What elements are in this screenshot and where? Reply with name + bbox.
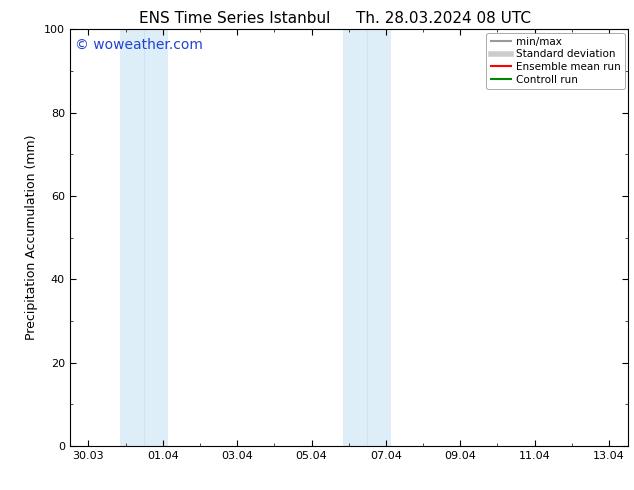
Bar [343, 29, 367, 446]
Text: Th. 28.03.2024 08 UTC: Th. 28.03.2024 08 UTC [356, 11, 531, 26]
Bar [120, 29, 144, 446]
Text: © woweather.com: © woweather.com [75, 38, 203, 52]
Bar [144, 29, 168, 446]
Legend: min/max, Standard deviation, Ensemble mean run, Controll run: min/max, Standard deviation, Ensemble me… [486, 32, 624, 89]
Bar [367, 29, 391, 446]
Text: ENS Time Series Istanbul: ENS Time Series Istanbul [139, 11, 330, 26]
Y-axis label: Precipitation Accumulation (mm): Precipitation Accumulation (mm) [25, 135, 38, 341]
